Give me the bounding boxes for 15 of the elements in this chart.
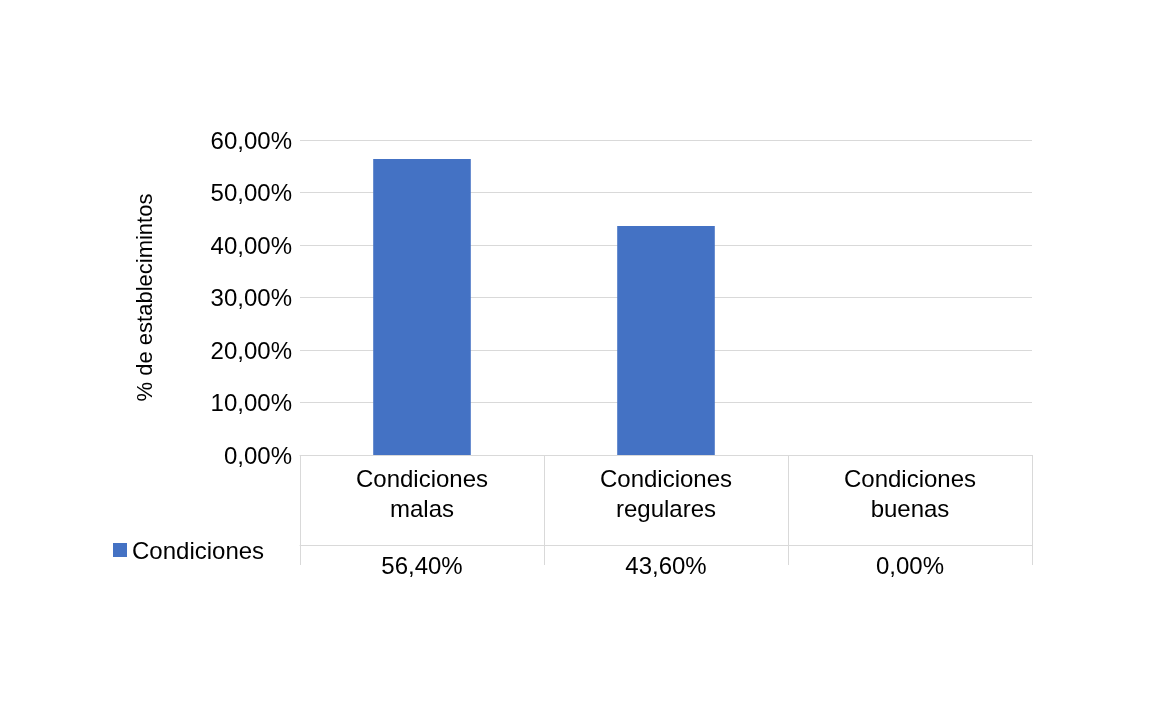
data-label: 0,00%: [875, 551, 945, 579]
y-tick-label: 10,00%: [210, 389, 292, 416]
x-tick-label: Condiciones malas: [355, 464, 489, 522]
data-label: 43,60%: [625, 551, 707, 579]
legend-label: Condiciones: [132, 536, 265, 564]
y-tick-label: 60,00%: [210, 126, 292, 154]
data-label: 56,40%: [381, 551, 463, 579]
y-tick-label: 40,00%: [210, 231, 292, 259]
y-tick-label: 30,00%: [210, 284, 292, 311]
x-tick-label: Condiciones regulares: [599, 464, 733, 522]
x-tick-label: Condiciones buenas: [843, 464, 977, 522]
y-tick-label: 20,00%: [210, 336, 292, 364]
y-axis-title: % de establecimintos: [131, 193, 157, 402]
y-tick-label: 50,00%: [210, 179, 292, 206]
y-tick-label: 0,00%: [223, 441, 292, 469]
